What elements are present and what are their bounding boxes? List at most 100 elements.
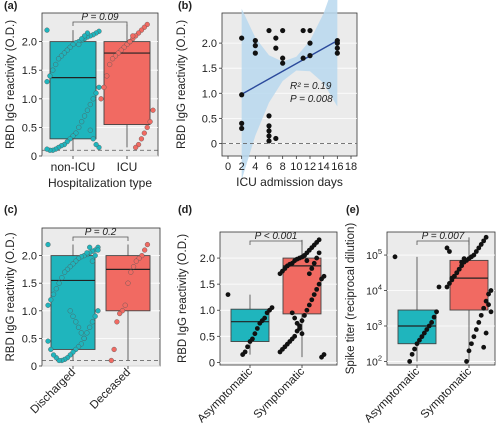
x-tick-label: 14 <box>318 161 330 173</box>
data-point <box>299 318 305 324</box>
data-point <box>409 351 415 357</box>
data-point <box>311 292 317 297</box>
data-point <box>304 258 310 264</box>
y-tick-exponent: 3 <box>378 318 382 327</box>
data-point <box>117 310 123 317</box>
data-point <box>73 319 79 325</box>
p-value-annotation: P = 0.007 <box>422 231 465 242</box>
data-point <box>53 61 59 68</box>
data-point <box>473 327 479 332</box>
y-tick-exponent: 4 <box>378 283 382 292</box>
box-1 <box>449 259 489 311</box>
panel-label: (a) <box>4 0 18 12</box>
data-point <box>483 330 489 336</box>
panel-label: (d) <box>178 204 192 216</box>
x-tick-label: Asymptomatic <box>363 365 423 425</box>
data-point <box>90 136 96 142</box>
y-tick-exponent: 5 <box>378 247 382 256</box>
data-point <box>252 43 258 49</box>
data-point <box>108 357 114 364</box>
y-tick-label: 1.5 <box>202 63 217 75</box>
data-point <box>469 341 474 347</box>
data-point <box>311 260 317 266</box>
data-point <box>434 309 439 315</box>
data-point <box>122 302 128 308</box>
data-point <box>273 135 279 142</box>
data-point <box>426 323 432 329</box>
y-tick-label: 0 <box>211 138 217 150</box>
significance-bracket <box>416 240 470 245</box>
data-point <box>456 266 462 272</box>
data-point <box>50 352 57 358</box>
data-point <box>292 315 298 321</box>
data-point <box>144 124 150 131</box>
y-tick-label: 2.0 <box>22 37 37 49</box>
significance-bracket <box>72 236 129 241</box>
data-point <box>125 280 131 286</box>
data-point <box>302 253 307 258</box>
data-point <box>488 288 494 293</box>
x-tick-label: non-ICU <box>51 160 96 174</box>
data-point <box>127 38 133 45</box>
data-point <box>486 291 491 297</box>
data-point <box>277 271 283 277</box>
data-point <box>297 326 302 331</box>
data-point <box>130 264 137 270</box>
y-tick-label: 105 <box>366 247 382 262</box>
data-point <box>316 281 322 287</box>
data-point <box>334 45 340 51</box>
data-point <box>307 27 313 34</box>
data-point <box>45 241 51 248</box>
y-tick-label: 0 <box>31 151 37 163</box>
data-point <box>444 245 450 251</box>
data-point <box>306 302 312 308</box>
y-tick-label: 0.5 <box>22 333 37 345</box>
y-tick-base: 10 <box>366 286 378 298</box>
data-point <box>478 312 484 318</box>
x-tick-label: 16 <box>331 161 343 173</box>
data-point <box>48 297 54 303</box>
y-tick-label: 0.5 <box>22 122 37 134</box>
data-point <box>56 280 62 286</box>
panel-label: (c) <box>4 204 18 216</box>
data-point <box>138 136 145 142</box>
data-point <box>316 250 322 256</box>
data-point <box>239 120 245 126</box>
y-axis-label: RBD IgG reactivity (O.D.) <box>5 232 17 361</box>
p-annotation: P = 0.008 <box>290 94 333 105</box>
y-tick-label: 2.0 <box>202 38 217 50</box>
data-point <box>50 67 56 73</box>
data-point <box>252 50 258 56</box>
data-point <box>429 320 435 325</box>
box-0 <box>50 255 96 350</box>
data-point <box>67 308 73 314</box>
data-point <box>289 310 295 316</box>
x-tick-label: 6 <box>266 161 272 173</box>
data-point <box>95 247 101 253</box>
data-point <box>109 56 116 62</box>
data-point <box>133 258 139 264</box>
data-point <box>141 130 147 136</box>
data-point <box>225 292 231 297</box>
data-point <box>239 92 245 98</box>
data-point <box>81 113 88 119</box>
data-point <box>44 27 50 33</box>
data-point <box>96 84 102 90</box>
data-point <box>93 90 99 96</box>
data-point <box>471 334 477 340</box>
data-point <box>419 334 425 340</box>
data-point <box>76 41 82 48</box>
data-point <box>95 308 101 314</box>
data-point <box>481 344 487 350</box>
data-point <box>87 127 93 133</box>
data-point <box>483 234 489 240</box>
data-point <box>144 241 151 248</box>
data-point <box>104 73 110 79</box>
y-tick-label: 2.0 <box>22 251 37 263</box>
y-axis-label: RBD IgG reactivity (O.D.) <box>177 234 189 363</box>
significance-bracket <box>249 240 303 245</box>
x-tick-label: Discharged <box>29 367 79 417</box>
data-point <box>147 119 153 125</box>
data-point <box>459 263 465 269</box>
y-tick-base: 10 <box>366 250 378 262</box>
